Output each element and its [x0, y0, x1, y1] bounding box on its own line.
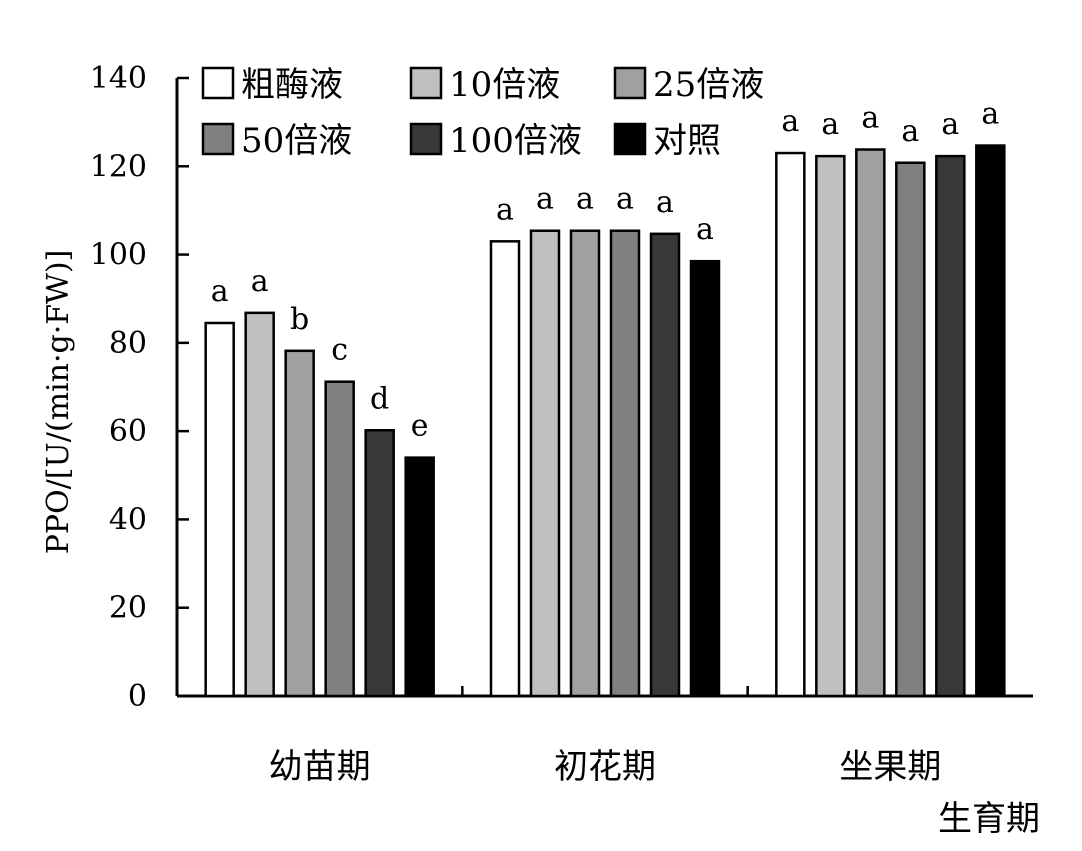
- legend-swatch: [409, 66, 443, 100]
- bar: [244, 311, 275, 698]
- significance-label: e: [411, 409, 429, 444]
- y-tick-label: 20: [109, 591, 147, 626]
- legend: 粗酶液 10倍液 25倍液 50倍液 100倍液 对照: [201, 65, 764, 161]
- y-axis-label: PPO/[U/(min·g·FW)]: [41, 250, 76, 555]
- axes: 0 20 40 60 80 100 120 140: [90, 61, 1033, 714]
- significance-label: a: [496, 192, 514, 227]
- significance-label: a: [251, 264, 269, 299]
- significance-label: a: [821, 107, 839, 142]
- y-tick-label: 0: [128, 679, 147, 714]
- significance-label: a: [941, 107, 959, 142]
- legend-label: 粗酶液: [241, 65, 343, 105]
- legend-swatch: [409, 122, 443, 156]
- legend-label: 50倍液: [241, 121, 352, 161]
- bar: [609, 229, 641, 698]
- bar: [689, 259, 721, 698]
- legend-swatch: [613, 122, 647, 156]
- significance-label: a: [211, 274, 229, 309]
- legend-label: 对照: [653, 121, 721, 161]
- significance-label: a: [656, 185, 674, 220]
- bar: [975, 144, 1006, 698]
- significance-label: a: [696, 212, 714, 247]
- y-tick-label: 40: [109, 502, 147, 537]
- category-label: 坐果期: [839, 747, 941, 787]
- y-tick-label: 100: [90, 238, 147, 273]
- y-tick-label: 140: [90, 61, 147, 96]
- y-tick-label: 80: [109, 326, 147, 361]
- x-axis-label: 生育期: [938, 799, 1040, 839]
- significance-label: c: [331, 333, 348, 368]
- bar: [569, 229, 601, 698]
- bar: [815, 154, 846, 698]
- bar: [284, 349, 315, 698]
- bar: [649, 232, 681, 698]
- bar: [935, 154, 966, 698]
- legend-label: 100倍液: [449, 121, 582, 161]
- bar: [204, 321, 235, 698]
- bar: [855, 148, 886, 698]
- y-tick-label: 60: [109, 414, 147, 449]
- significance-label: d: [370, 381, 389, 416]
- bar: [529, 229, 561, 698]
- significance-label: a: [781, 104, 799, 139]
- significance-label: a: [616, 182, 634, 217]
- bar: [404, 456, 435, 698]
- significance-label: a: [981, 97, 999, 132]
- bar: [324, 380, 355, 698]
- bar: [895, 161, 926, 698]
- bar: [489, 240, 521, 698]
- legend-swatch: [201, 122, 235, 156]
- category-label: 初花期: [554, 747, 656, 787]
- significance-label: a: [576, 182, 594, 217]
- legend-swatch: [613, 66, 647, 100]
- significance-label: a: [536, 182, 554, 217]
- bar: [775, 151, 806, 698]
- category-label: 幼苗期: [269, 747, 371, 787]
- bar: [364, 429, 395, 698]
- legend-label: 25倍液: [653, 65, 764, 105]
- significance-label: b: [290, 302, 309, 337]
- legend-label: 10倍液: [449, 65, 560, 105]
- significance-label: a: [901, 114, 919, 149]
- significance-label: a: [861, 101, 879, 136]
- legend-swatch: [201, 66, 235, 100]
- y-tick-label: 120: [90, 149, 147, 184]
